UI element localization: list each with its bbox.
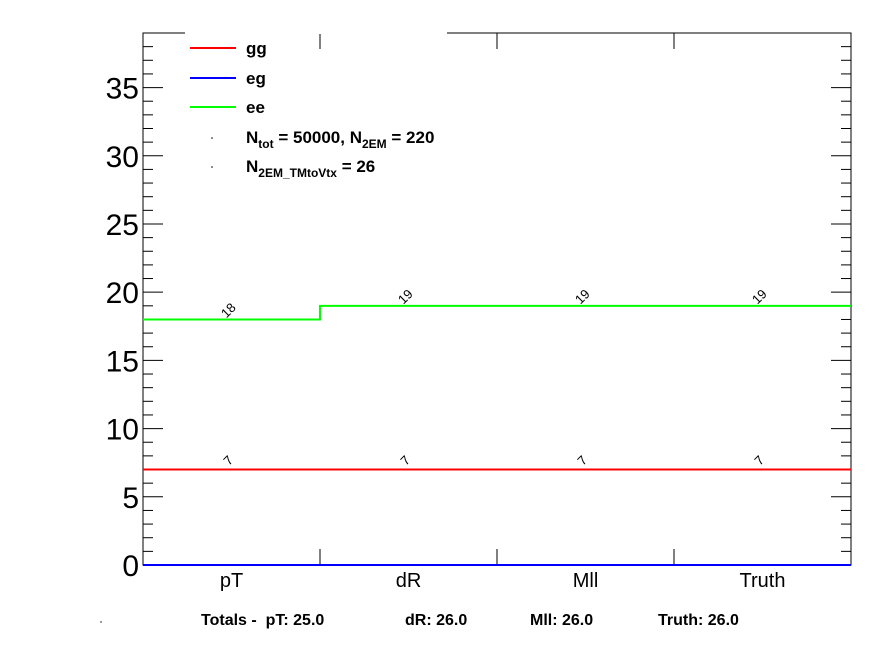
x-tick-label: pT [220,570,243,592]
legend: gg eg ee Ntot = 50000, N2EM = 220 N2EM_T… [185,32,447,180]
bin-value-label-ee: 19 [749,286,770,307]
totals-prefix: Totals - pT: 25.0 [201,612,325,629]
bin-value-label-gg: 7 [220,452,236,468]
bin-value-label-gg: 7 [397,452,413,468]
x-axis: pT dR Mll Truth [220,33,786,592]
bin-value-label-gg: 7 [574,452,590,468]
legend-dot-ntot [211,137,213,139]
legend-dot-n2em [211,166,213,168]
legend-label-ee: ee [246,98,265,117]
bin-value-label-ee: 18 [218,300,239,321]
series-line-ee [143,304,851,321]
y-tick-label: 15 [106,345,139,378]
bin-value-label-gg: 7 [751,452,767,468]
y-tick-label: 35 [106,73,139,106]
y-tick-label: 10 [106,414,139,447]
y-tick-label: 20 [106,277,139,310]
bin-value-labels: 7 7 7 7 18 19 19 19 [218,286,770,468]
totals-truth: Truth: 26.0 [658,612,739,629]
y-tick-label: 5 [122,482,139,515]
x-tick-label: Truth [740,570,786,592]
legend-n2em-tm-text: N2EM_TMtoVtx = 26 [246,157,375,180]
legend-ntot-text: Ntot = 50000, N2EM = 220 [246,128,434,151]
y-tick-label: 0 [122,550,139,583]
x-tick-label: dR [396,570,422,592]
totals-mll: Mll: 26.0 [530,612,594,629]
totals-dr: dR: 26.0 [405,612,468,629]
bin-value-label-ee: 19 [395,286,416,307]
x-tick-label: Mll [573,570,599,592]
corner-dot [100,621,102,623]
bin-value-label-ee: 19 [572,286,593,307]
legend-label-gg: gg [246,39,267,58]
y-tick-label: 25 [106,209,139,242]
series-lines [143,304,851,566]
legend-label-eg: eg [246,69,266,88]
y-axis: 0 5 10 15 20 25 30 35 [106,32,851,583]
y-tick-label: 30 [106,141,139,174]
